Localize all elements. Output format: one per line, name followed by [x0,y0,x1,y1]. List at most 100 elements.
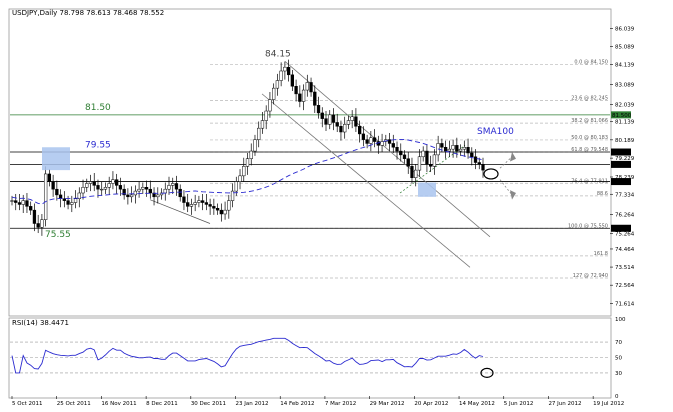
level-price-tag [611,178,631,186]
candle-body [451,145,455,150]
candle-body [238,175,242,182]
candle-body [268,99,272,112]
fib-level-label: 0.0 @ 84.150 [574,59,608,65]
fib-level-label: 50.0 @ 80.183 [571,135,608,141]
highlight-box [42,147,70,171]
candle-body [163,188,167,194]
annotation-label: 84.15 [265,50,291,60]
candle-body [275,80,280,89]
candle-body [354,116,358,127]
candle-body [148,188,152,194]
candle-body [25,200,29,207]
candle-body [279,70,283,81]
candle-body [212,206,216,209]
candle-body [380,141,384,146]
fib-level-label: 23.6 @ 82.245 [571,96,608,102]
y-tick-label: 84.139 [615,63,635,69]
candle-body [40,219,44,228]
candle-body [316,105,321,114]
rsi-level-label: 50 [615,356,622,362]
y-tick-label: 79.229 [615,156,635,162]
y-tick-label: 78.239 [615,175,635,181]
y-tick-label: 77.334 [615,192,635,198]
candle-body [182,196,186,203]
sma-series [11,138,484,205]
x-tick-label: 23 Jan 2012 [236,401,269,407]
candle-body [29,206,33,211]
annotation-label: 75.55 [45,230,71,240]
candle-body [103,187,108,190]
y-tick-label: 86.039 [615,26,635,32]
candle-body [223,209,227,215]
candle-body [96,185,100,190]
annotation-label: 79.55 [85,141,111,151]
candle-body [215,208,220,211]
candle-body [234,181,238,192]
candle-body [227,200,231,211]
x-tick-label: 20 Apr 2012 [414,401,448,407]
candle-body [208,204,212,207]
level-price-tag-text: 79.55 [612,150,628,156]
candle-body [88,181,93,184]
level-price-tag-text: 81.500 [612,113,632,119]
y-tick-label: 85.089 [615,44,635,50]
level-price-tag-text: 78.90 [612,162,628,168]
y-axis-ticks: 86.039 85.089 84.139 83.089 82.039 81.139 80.1… [610,26,635,307]
candle-body [14,200,18,203]
candle-body [189,204,194,207]
rsi-caption: RSI(14) 38.4471 [12,319,69,327]
candle-body [81,187,85,194]
candle-body [111,179,115,184]
candle-body [470,152,474,158]
level-price-tag-text: 75.55 [612,226,628,232]
candle-body [410,166,414,178]
candle-body [10,200,14,202]
candle-body [171,183,175,186]
candle-body [477,162,481,165]
candle-body [77,192,81,199]
y-tick-label: 75.264 [615,232,635,238]
x-tick-label: 14 Feb 2012 [280,401,314,407]
y-tick-label: 76.264 [615,213,635,219]
projection-arrow-up [499,156,513,169]
level-price-tag [611,160,631,168]
candle-body [73,198,78,203]
candle-body [455,145,459,152]
x-tick-label: 7 Mar 2012 [325,401,356,407]
arrow-head [510,152,516,162]
candle-body [443,147,448,152]
x-axis-ticks: 5 Oct 2011 25 Oct 2011 16 Nov 2011 8 Dec 20… [11,396,624,407]
sma100-line [11,138,484,205]
candle-body [298,93,302,102]
rsi-line [11,337,484,374]
candle-body [357,126,362,135]
candle-body [387,139,392,144]
candle-body [429,164,433,167]
candle-body [440,143,444,148]
wedge-line [399,145,466,194]
candle-body [107,183,111,188]
rsi-plot-frame [8,317,612,399]
candle-body [328,114,332,125]
candle-body [43,173,48,220]
candle-body [399,150,403,156]
x-tick-label: 16 Nov 2011 [101,401,136,407]
level-price-tag [611,111,631,119]
main-chart-caption: USDJPY,Daily 78.798 78.613 78.468 78.552 [12,9,165,17]
candle-body [481,164,485,171]
level-price-tag [611,148,631,156]
projection-arrow-down [499,179,513,196]
candle-body [204,202,209,205]
candle-body [466,147,470,154]
candle-body [301,89,306,102]
fib-level-label: 100.0 @ 75.550 [568,223,608,229]
candle-body [115,179,119,186]
candle-body [245,158,250,167]
fib-level-label: 161.8 [594,251,608,257]
candle-body [200,200,205,203]
candle-body [361,133,366,140]
candle-body [186,202,190,207]
y-tick-label: 73.514 [615,265,635,271]
candle-body [242,166,246,177]
